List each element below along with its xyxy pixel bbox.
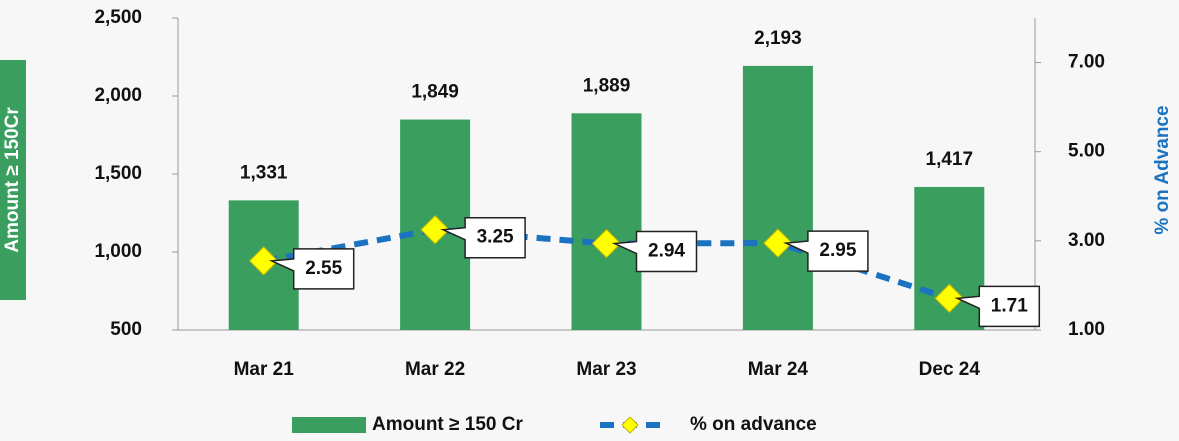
bar (742, 65, 813, 330)
legend-label: Amount ≥ 150 Cr (372, 414, 523, 435)
x-tick-label: Mar 22 (405, 359, 465, 380)
line-value-label: 2.55 (305, 258, 342, 279)
callout (440, 216, 526, 259)
bar-value-label: 1,417 (926, 149, 974, 170)
bar-value-label: 1,849 (411, 82, 459, 103)
marker (248, 246, 279, 276)
y-label-box (0, 60, 26, 300)
y2-axis-label: % on Advance (1152, 105, 1173, 234)
y-tick-label: 500 (110, 319, 142, 340)
y2-tick-label: 1.00 (1068, 319, 1105, 340)
callout (954, 285, 1041, 328)
callout (268, 248, 355, 290)
x-tick-label: Mar 21 (234, 359, 295, 380)
marker (420, 215, 450, 245)
callout (611, 230, 698, 273)
line-value-label: 2.95 (819, 240, 856, 261)
y2-tick-label: 7.00 (1068, 52, 1105, 73)
line-value-label: 2.94 (648, 241, 685, 262)
y-tick-label: 2,500 (94, 7, 142, 28)
y2-tick-label: 5.00 (1068, 141, 1105, 162)
y-tick-label: 1,500 (94, 163, 142, 184)
bar-value-label: 1,331 (240, 162, 288, 183)
x-tick-label: Dec 24 (919, 359, 981, 380)
marker (934, 283, 965, 314)
x-tick-label: Mar 24 (748, 359, 809, 380)
legend-label: % on advance (690, 414, 817, 435)
bar-value-label: 2,193 (754, 28, 802, 49)
marker (591, 228, 622, 259)
y2-tick-label: 3.00 (1068, 230, 1105, 251)
legend-swatch (621, 416, 639, 434)
y-tick-label: 1,000 (94, 241, 142, 262)
y-axis-label: Amount ≥ 150Cr (2, 107, 23, 253)
callout (783, 230, 869, 272)
line-value-label: 3.25 (477, 227, 514, 248)
line-value-label: 1.71 (991, 295, 1028, 316)
y-tick-label: 2,000 (94, 85, 142, 106)
bar-value-label: 1,889 (583, 75, 631, 96)
x-tick-label: Mar 23 (576, 359, 636, 380)
legend-swatch (292, 417, 366, 433)
bar (571, 113, 642, 330)
marker (763, 228, 793, 258)
